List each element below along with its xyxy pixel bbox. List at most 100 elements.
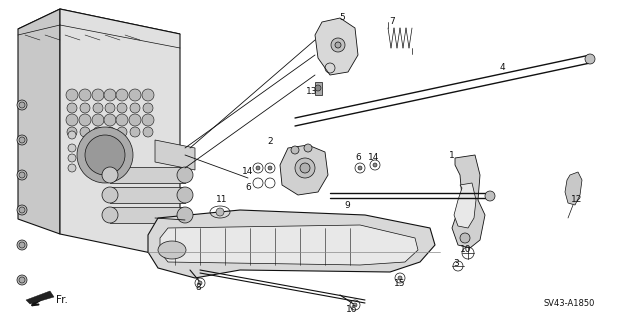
Polygon shape — [565, 172, 582, 205]
Circle shape — [19, 242, 25, 248]
Circle shape — [373, 163, 377, 167]
Polygon shape — [148, 210, 435, 278]
Circle shape — [142, 114, 154, 126]
Circle shape — [80, 103, 90, 113]
Circle shape — [129, 114, 141, 126]
Circle shape — [198, 281, 202, 285]
Circle shape — [17, 240, 27, 250]
Text: 5: 5 — [339, 13, 345, 23]
Polygon shape — [315, 82, 322, 95]
Polygon shape — [18, 9, 60, 234]
Polygon shape — [26, 291, 54, 304]
Circle shape — [460, 233, 470, 243]
Circle shape — [335, 42, 341, 48]
Text: 8: 8 — [195, 284, 201, 293]
Circle shape — [117, 103, 127, 113]
Circle shape — [304, 144, 312, 152]
Polygon shape — [155, 140, 195, 170]
Polygon shape — [452, 155, 485, 248]
Polygon shape — [315, 18, 358, 75]
Circle shape — [19, 207, 25, 213]
Polygon shape — [18, 9, 180, 59]
Circle shape — [17, 100, 27, 110]
Circle shape — [92, 114, 104, 126]
Circle shape — [295, 158, 315, 178]
Text: 6: 6 — [355, 152, 361, 161]
Circle shape — [17, 135, 27, 145]
Circle shape — [68, 164, 76, 172]
Circle shape — [177, 207, 193, 223]
Circle shape — [19, 137, 25, 143]
Text: 2: 2 — [267, 137, 273, 146]
Circle shape — [68, 131, 76, 139]
Polygon shape — [160, 225, 418, 265]
Circle shape — [66, 114, 78, 126]
Circle shape — [116, 89, 128, 101]
Text: 10: 10 — [460, 246, 472, 255]
Polygon shape — [110, 167, 185, 183]
Circle shape — [19, 172, 25, 178]
Circle shape — [130, 103, 140, 113]
Text: 3: 3 — [453, 258, 459, 268]
Circle shape — [129, 89, 141, 101]
Circle shape — [19, 277, 25, 283]
Circle shape — [142, 89, 154, 101]
Circle shape — [268, 166, 272, 170]
Circle shape — [585, 54, 595, 64]
Circle shape — [102, 167, 118, 183]
Polygon shape — [110, 187, 185, 203]
Circle shape — [68, 144, 76, 152]
Text: Fr.: Fr. — [56, 295, 68, 305]
Circle shape — [17, 205, 27, 215]
Circle shape — [130, 127, 140, 137]
Text: SV43-A1850: SV43-A1850 — [543, 299, 595, 308]
Circle shape — [79, 89, 91, 101]
Circle shape — [17, 275, 27, 285]
Text: 16: 16 — [346, 306, 358, 315]
Text: 13: 13 — [307, 87, 317, 97]
Circle shape — [177, 187, 193, 203]
Circle shape — [315, 85, 321, 91]
Circle shape — [104, 114, 116, 126]
Text: 6: 6 — [245, 183, 251, 192]
Polygon shape — [60, 9, 180, 259]
Text: 14: 14 — [243, 167, 253, 176]
Circle shape — [353, 303, 357, 307]
Text: 9: 9 — [344, 201, 350, 210]
Text: 4: 4 — [499, 63, 505, 71]
Circle shape — [358, 166, 362, 170]
Circle shape — [102, 207, 118, 223]
Ellipse shape — [158, 241, 186, 259]
Circle shape — [116, 114, 128, 126]
Circle shape — [67, 103, 77, 113]
Circle shape — [256, 166, 260, 170]
Circle shape — [485, 191, 495, 201]
Text: 1: 1 — [449, 151, 455, 160]
Circle shape — [105, 103, 115, 113]
Circle shape — [143, 103, 153, 113]
Circle shape — [300, 163, 310, 173]
Circle shape — [68, 154, 76, 162]
Circle shape — [93, 103, 103, 113]
Circle shape — [331, 38, 345, 52]
Circle shape — [85, 135, 125, 175]
Circle shape — [291, 146, 299, 154]
Circle shape — [216, 208, 224, 216]
Polygon shape — [110, 207, 185, 223]
Circle shape — [77, 127, 133, 183]
Circle shape — [105, 127, 115, 137]
Text: 12: 12 — [572, 196, 582, 204]
Polygon shape — [280, 145, 328, 195]
Circle shape — [80, 127, 90, 137]
Circle shape — [398, 276, 402, 280]
Text: 7: 7 — [389, 18, 395, 26]
Circle shape — [92, 89, 104, 101]
Circle shape — [102, 187, 118, 203]
Circle shape — [117, 127, 127, 137]
Circle shape — [79, 114, 91, 126]
Circle shape — [66, 89, 78, 101]
Circle shape — [143, 127, 153, 137]
Text: 15: 15 — [394, 278, 406, 287]
Circle shape — [93, 127, 103, 137]
Circle shape — [177, 167, 193, 183]
